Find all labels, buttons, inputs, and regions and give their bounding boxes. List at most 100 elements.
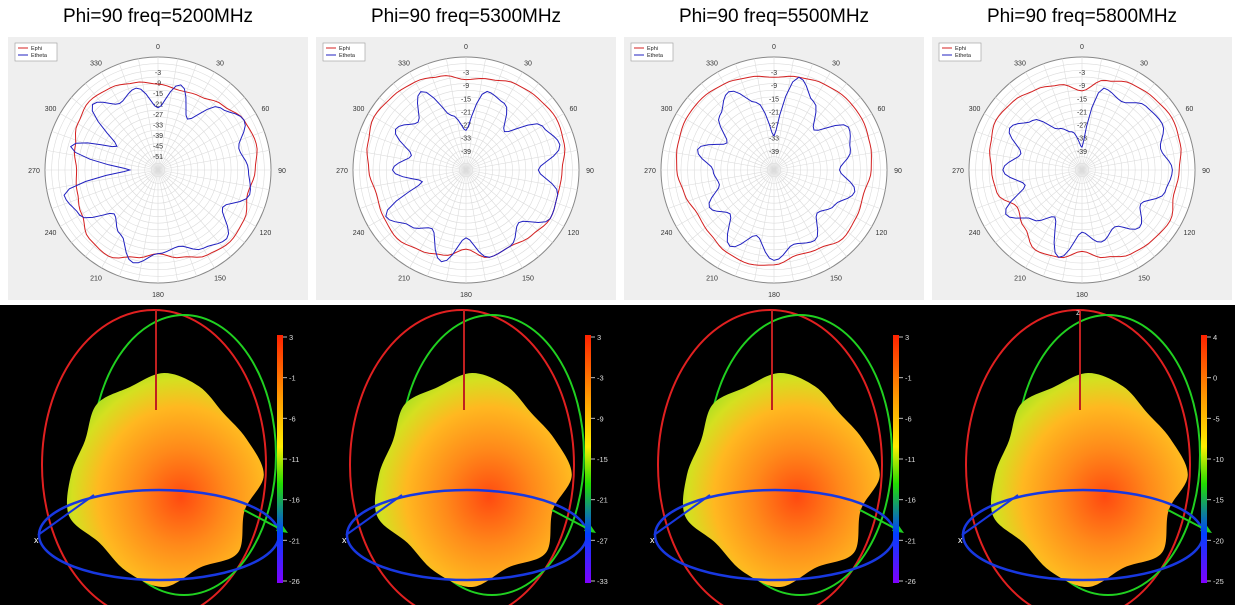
x-axis (37, 494, 95, 536)
angular-gridline (662, 150, 775, 171)
angular-gridline (975, 169, 1083, 209)
scale-tick-label: -6 (289, 414, 296, 423)
angular-gridline (675, 169, 775, 227)
angular-gridline (465, 63, 505, 171)
angular-gridline (1009, 83, 1083, 171)
color-scale-bar (893, 335, 899, 583)
legend-label: Ephi (647, 46, 658, 52)
angular-gridline (465, 169, 486, 282)
angular-gridline (1081, 113, 1181, 171)
scale-tick-label: 0 (1213, 374, 1217, 383)
angular-gridline (465, 169, 523, 269)
scale-tick-label: -6 (905, 414, 912, 423)
scale-tick-label: -16 (905, 496, 916, 505)
angular-gridline (717, 169, 775, 269)
angular-gridline (465, 169, 565, 227)
angular-gridline (46, 169, 159, 190)
angular-gridline (1025, 169, 1083, 269)
angular-gridline (1081, 71, 1139, 171)
polar-plot-panel: 0 30 60 90 120 150 180 210 240 270 300 330 -3 -9 -15 -2… (932, 37, 1232, 300)
polar-plot-panel: 0 30 60 90 120 150 180 210 240 270 300 330 -3 -9 -15 -2… (8, 37, 308, 300)
angular-gridline (773, 83, 847, 171)
angle-tick-label: 210 (398, 275, 410, 282)
angular-gridline (367, 113, 467, 171)
scale-tick-label: -21 (289, 536, 300, 545)
angular-gridline (773, 169, 881, 209)
angular-gridline (1081, 169, 1181, 227)
radial-tick-label: -39 (153, 133, 163, 140)
angular-gridline (1062, 169, 1083, 282)
radial-tick-label: -3 (155, 70, 161, 77)
radial-tick-label: -27 (153, 112, 163, 119)
angle-tick-label: 60 (569, 106, 577, 113)
scale-tick-label: -33 (597, 577, 608, 586)
radial-tick-label: -9 (771, 83, 777, 90)
x-axis-label: x (34, 535, 39, 545)
series-line-ephi (366, 75, 566, 258)
angular-gridline (446, 58, 467, 171)
scale-tick-label: -26 (289, 577, 300, 586)
angular-gridline (717, 71, 775, 171)
angle-tick-label: 300 (45, 106, 57, 113)
angular-gridline (735, 63, 775, 171)
angular-gridline (465, 169, 539, 257)
radiation-pattern-3d: x 3 -3 -9 -15 -21 -27 -33 (312, 305, 618, 605)
angle-tick-label: 300 (353, 106, 365, 113)
angular-gridline (1081, 97, 1169, 171)
angular-gridline (138, 169, 159, 282)
angle-tick-label: 150 (1138, 275, 1150, 282)
red-ring (41, 309, 267, 605)
angular-gridline (983, 113, 1083, 171)
scale-tick-label: -9 (597, 414, 604, 423)
radial-tick-label: -15 (1077, 96, 1087, 103)
radial-tick-label: -27 (769, 123, 779, 130)
radiation-pattern-3d: x 3 -1 -6 -11 -16 -21 -26 (620, 305, 926, 605)
chart-title: Phi=90 freq=5800MHz (986, 6, 1178, 27)
angle-tick-label: 120 (568, 230, 580, 237)
radial-tick-label: -33 (769, 136, 779, 143)
angular-gridline (51, 169, 159, 209)
angle-tick-label: 0 (464, 44, 468, 51)
angular-gridline (701, 169, 775, 257)
radial-tick-label: -39 (769, 149, 779, 156)
x-axis-label: x (958, 535, 963, 545)
scale-tick-label: -21 (905, 536, 916, 545)
angular-gridline (157, 71, 215, 171)
legend-label: Etheta (647, 53, 664, 59)
angle-tick-label: 210 (90, 275, 102, 282)
angular-gridline (59, 113, 159, 171)
x-axis-label: x (650, 535, 655, 545)
angular-gridline (773, 150, 886, 171)
scale-tick-label: -25 (1213, 577, 1224, 586)
angular-gridline (773, 169, 831, 269)
radial-tick-label: -51 (153, 154, 163, 161)
angular-gridline (667, 169, 775, 209)
angular-gridline (157, 169, 178, 282)
series-line-ephi (676, 75, 872, 266)
angular-gridline (773, 113, 873, 171)
angular-gridline (465, 169, 573, 209)
scale-tick-label: -15 (597, 455, 608, 464)
angular-gridline (465, 97, 553, 171)
angle-tick-label: 60 (261, 106, 269, 113)
angular-gridline (409, 169, 467, 269)
radial-tick-label: -39 (461, 149, 471, 156)
scale-tick-label: -11 (905, 455, 915, 464)
radial-tick-label: -15 (153, 91, 163, 98)
radiation-pattern-graphic: x 3 -3 -9 -15 -21 -27 -33 (342, 309, 608, 605)
angular-gridline (157, 63, 197, 171)
angular-gridline (354, 150, 467, 171)
angle-tick-label: 120 (260, 230, 272, 237)
radial-tick-label: -15 (769, 96, 779, 103)
scale-tick-label: 3 (905, 333, 909, 342)
pattern-surface (374, 372, 572, 588)
angular-gridline (773, 169, 861, 243)
pattern-surface (682, 372, 880, 588)
angle-tick-label: 30 (216, 61, 224, 68)
angle-tick-label: 180 (768, 292, 780, 299)
angular-gridline (773, 169, 873, 227)
z-axis-label: z (1076, 308, 1080, 317)
red-ring (965, 309, 1191, 605)
angular-gridline (1081, 169, 1121, 277)
angular-gridline (427, 63, 467, 171)
